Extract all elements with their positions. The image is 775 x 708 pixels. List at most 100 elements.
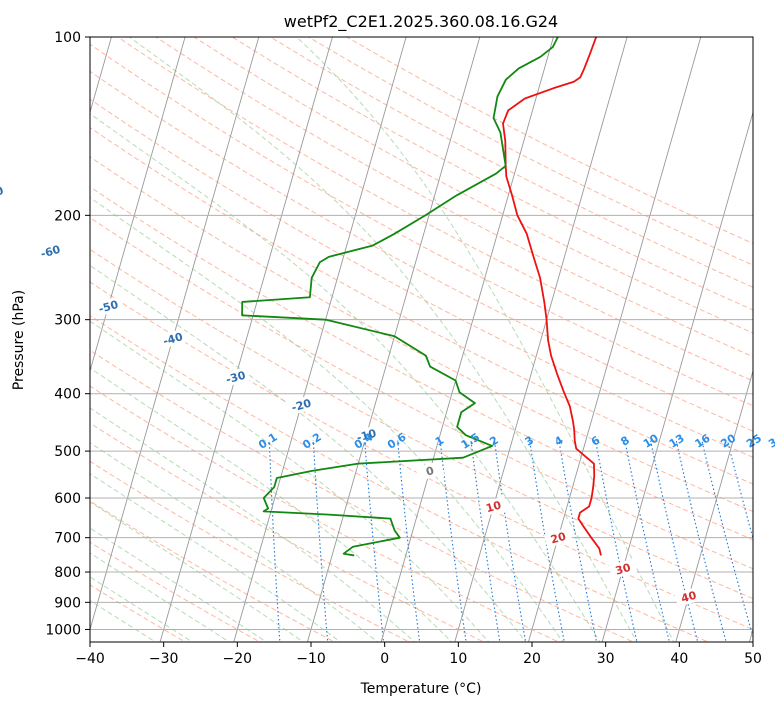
dry-adiabat (90, 156, 753, 513)
profile-line (502, 37, 602, 556)
y-axis-ticks: 100 200 300 400 500 600 700 800 900 1000 (45, 30, 90, 638)
mixing-ratio-line (558, 440, 598, 642)
mixing-ratio-label: 13 (667, 432, 687, 451)
y-tick-label: 300 (54, 313, 81, 329)
x-tick-label: −10 (296, 651, 326, 667)
y-tick-label: 100 (54, 30, 81, 46)
y-tick-label: 700 (54, 531, 81, 547)
isotherm-label-bg (93, 296, 123, 317)
dry-adiabat (90, 186, 753, 541)
mixing-ratio-label: 6 (589, 433, 603, 448)
isotherm-line (159, 37, 333, 642)
mixing-ratio-line (701, 440, 753, 639)
mixing-ratio-label: 0.2 (300, 430, 323, 451)
x-tick-label: −40 (75, 651, 105, 667)
y-axis-label: Pressure (hPa) (11, 290, 27, 390)
mixing-ratio-label: 25 (744, 432, 764, 451)
y-tick-label: 800 (54, 565, 81, 581)
dry-adiabat (90, 217, 753, 570)
dry-adiabat (90, 126, 753, 485)
y-tick-label: 900 (54, 595, 81, 611)
dry-adiabat (90, 315, 710, 642)
isotherm-line (527, 37, 702, 642)
moist-adiabat (90, 320, 490, 642)
dry-adiabat (193, 37, 753, 334)
dry-adiabat (90, 70, 753, 432)
isotherm-label: 10 (484, 498, 503, 515)
moist-adiabat (129, 37, 638, 642)
mixing-ratio-line (268, 440, 281, 642)
isotherm-label-bg (608, 558, 638, 580)
isotherm-label-bg (221, 366, 250, 388)
y-tick-label: 400 (54, 387, 81, 403)
dry-adiabat (117, 37, 753, 382)
moist-adiabat (90, 552, 231, 642)
dry-adiabat (270, 37, 753, 288)
plot-frame (89, 36, 754, 643)
isotherm-label: -40 (162, 330, 185, 348)
x-tick-label: 0 (380, 651, 389, 667)
moist-adiabat (90, 501, 305, 642)
y-tick-label: 600 (54, 491, 81, 507)
mixing-ratio-label: 20 (718, 431, 738, 450)
isotherm-line (454, 37, 628, 642)
dry-adiabat (90, 98, 753, 458)
isotherm-label-bg (543, 527, 573, 548)
chart-title: wetPf2_C2E1.2025.360.08.16.G24 (284, 12, 558, 32)
mixing-ratio-line (595, 440, 638, 642)
x-tick-label: 40 (670, 651, 688, 667)
mixing-ratio-line (470, 440, 501, 642)
pressure-gridlines (90, 37, 753, 630)
mixing-ratio-line (726, 440, 753, 541)
mixing-ratio-label: 0.6 (385, 430, 409, 452)
x-axis-label: Temperature (°C) (360, 681, 482, 697)
isotherm-label: -50 (97, 298, 120, 316)
isotherm-label: -70 (0, 184, 5, 202)
dry-adiabat (346, 37, 753, 245)
dry-adiabat (90, 541, 261, 642)
isotherm-label: 40 (680, 589, 699, 606)
isotherm-label-bg (351, 424, 381, 446)
mixing-ratio-label: 16 (693, 431, 713, 450)
isotherm-label: 0 (425, 464, 436, 479)
mixing-ratio-label: 30 (766, 431, 775, 450)
dry-adiabat (90, 385, 560, 642)
dry-adiabat (155, 37, 753, 358)
profile-line (241, 37, 559, 557)
isotherm-label-bg (35, 241, 65, 262)
profile-series (241, 37, 602, 557)
isotherm-line (233, 37, 407, 642)
isotherm-line (601, 110, 753, 642)
dry-adiabat (90, 422, 486, 642)
dry-adiabat (90, 248, 753, 600)
dry-adiabat (90, 281, 753, 630)
isotherm-label-bg (0, 182, 8, 203)
mixing-ratio-line (675, 440, 727, 642)
x-axis-ticks: −40 −30 −20 −10 0 10 20 30 40 50 (75, 642, 762, 667)
mixing-ratio-line (397, 440, 421, 642)
mixing-ratio-line (439, 440, 467, 642)
mixing-ratio-label: 10 (641, 431, 661, 450)
isotherm-label-bg (478, 496, 508, 517)
isotherm-label: -10 (355, 427, 378, 445)
y-tick-label: 500 (54, 444, 81, 460)
isotherm-label: -60 (39, 243, 62, 261)
mixing-ratio-label: 8 (618, 434, 631, 449)
mixing-ratio-label: 1 (433, 434, 446, 449)
dry-adiabat (231, 37, 753, 311)
isotherm-label-bg (674, 586, 704, 607)
isotherm-line (380, 37, 554, 642)
isotherm-label-bg (415, 460, 445, 482)
x-tick-label: 30 (597, 651, 615, 667)
moist-adiabat (90, 407, 416, 642)
x-tick-label: 20 (523, 651, 541, 667)
isotherm-label-bg (286, 394, 316, 416)
isotherm-line (306, 37, 481, 642)
isotherm-line (90, 37, 186, 373)
mixing-ratio-line (364, 440, 385, 642)
moist-adiabat (90, 527, 268, 642)
mixing-ratio-line (493, 440, 527, 642)
y-tick-label: 1000 (45, 622, 81, 638)
x-tick-label: −30 (149, 651, 179, 667)
mixing-ratio-label: 4 (552, 433, 566, 448)
